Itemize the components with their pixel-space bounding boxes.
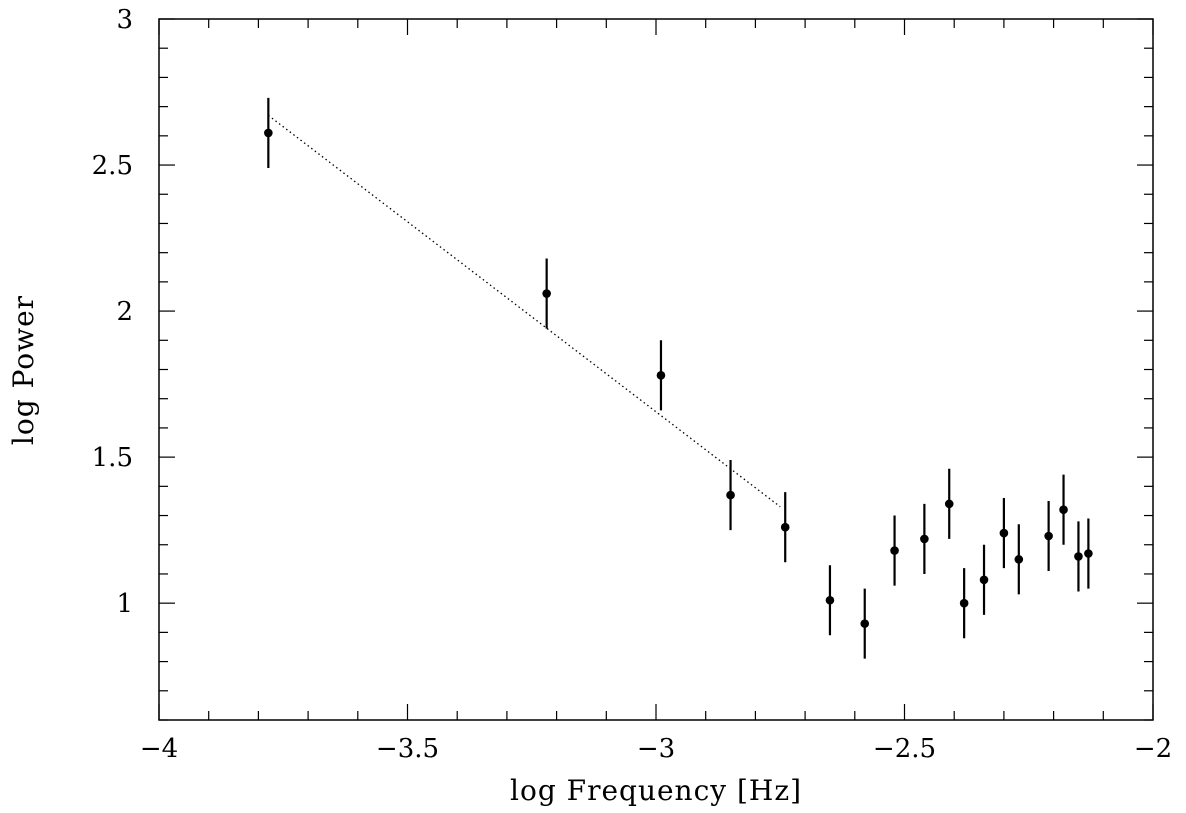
data-point	[542, 289, 551, 298]
data-point	[726, 490, 735, 500]
data-point	[825, 595, 835, 605]
data-point	[890, 546, 899, 555]
x-tick-label: −3	[637, 734, 675, 764]
data-point	[920, 534, 929, 544]
data-point	[264, 128, 273, 138]
data-point	[1084, 549, 1093, 558]
data-point	[999, 528, 1009, 538]
x-tick-label: −3.5	[376, 734, 439, 764]
fit-line	[267, 114, 781, 508]
data-point	[860, 619, 870, 628]
y-axis-title: log Power	[7, 295, 40, 445]
data-point	[1074, 552, 1083, 561]
x-tick-label: −2.5	[873, 734, 936, 764]
y-tick-label: 1	[116, 589, 133, 619]
x-tick-label: −2	[1134, 734, 1172, 764]
data-point	[780, 522, 790, 532]
data-point	[979, 575, 989, 585]
x-tick-label: −4	[140, 734, 178, 764]
plot-frame	[158, 18, 1154, 721]
data-point	[1059, 505, 1068, 514]
data-point	[1044, 531, 1053, 541]
data-point	[656, 371, 666, 380]
data-point	[959, 598, 969, 608]
y-tick-label: 2	[116, 297, 133, 327]
y-tick-label: 1.5	[92, 443, 133, 473]
y-tick-label: 3	[116, 5, 133, 35]
data-point	[944, 499, 954, 509]
x-axis-title: log Frequency [Hz]	[510, 774, 802, 807]
y-tick-label: 2.5	[92, 151, 133, 181]
data-point	[1014, 555, 1024, 564]
